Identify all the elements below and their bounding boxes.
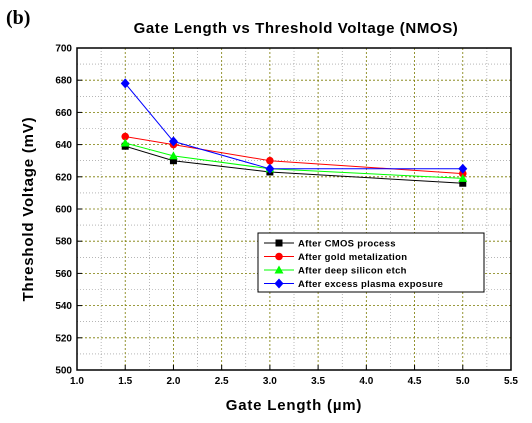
legend-box — [257, 232, 485, 293]
data-point — [266, 156, 274, 165]
legend-label: After CMOS process — [298, 239, 396, 250]
x-tick-label: 4.5 — [408, 376, 422, 387]
data-point — [168, 151, 178, 160]
y-tick-label: 620 — [55, 172, 72, 183]
data-point — [459, 179, 467, 187]
series-line — [125, 145, 463, 184]
data-point — [458, 163, 468, 174]
legend-label: After deep silicon etch — [298, 266, 407, 277]
series-line — [125, 142, 463, 179]
x-tick-label: 3.5 — [311, 376, 325, 387]
legend-entry: After gold metalization — [264, 252, 407, 263]
x-tick-label: 2.5 — [215, 376, 229, 387]
y-tick-label: 500 — [55, 366, 72, 377]
y-tick-label: 680 — [55, 76, 72, 87]
series-line — [124, 83, 463, 170]
data-point — [168, 136, 178, 147]
legend-marker — [274, 265, 284, 274]
data-point — [169, 157, 177, 165]
data-point — [265, 163, 275, 174]
y-tick-label: 640 — [55, 140, 72, 151]
plot-frame — [76, 47, 512, 371]
legend: After CMOS process After gold metalizatio… — [257, 232, 485, 293]
x-tick-label: 5.0 — [456, 376, 470, 387]
x-tick-label: 2.0 — [166, 376, 180, 387]
panel-label: (b) — [6, 7, 30, 29]
y-tick-label: 600 — [55, 205, 72, 216]
legend-label: After excess plasma exposure — [298, 279, 443, 290]
legend-entry: After deep silicon etch — [264, 265, 407, 277]
y-tick-label: 520 — [55, 333, 72, 344]
legend-entry: After excess plasma exposure — [264, 278, 443, 290]
x-tick-label: 3.0 — [263, 376, 277, 387]
axis-ticks: 1.0 1.5 2.0 2.5 3.0 3.5 4.0 4.5 5.0 5.5 500 520 540 5… — [55, 44, 518, 388]
legend-marker — [275, 252, 283, 261]
series-4 — [120, 78, 468, 174]
legend-marker — [275, 239, 283, 247]
data-series — [120, 78, 468, 187]
x-tick-label: 4.0 — [359, 376, 373, 387]
x-tick-label: 1.5 — [118, 376, 132, 387]
y-tick-label: 660 — [55, 108, 72, 119]
y-tick-label: 580 — [55, 237, 72, 248]
series-line — [125, 136, 463, 175]
legend-entry: After CMOS process — [264, 239, 396, 250]
chart-title: Gate Length vs Threshold Voltage (NMOS) — [134, 20, 459, 37]
data-point — [120, 138, 130, 147]
data-point — [121, 132, 130, 141]
y-axis-title: Threshold Voltage (mV) — [20, 117, 37, 302]
y-tick-label: 700 — [55, 44, 72, 55]
legend-label: After gold metalization — [298, 252, 407, 263]
y-tick-label: 540 — [55, 301, 72, 312]
data-point — [120, 78, 130, 89]
x-tick-label: 5.5 — [504, 376, 518, 387]
y-tick-label: 560 — [55, 269, 72, 280]
data-point — [458, 173, 468, 182]
x-tick-label: 1.0 — [70, 376, 84, 387]
legend-marker — [274, 278, 284, 289]
x-axis-title: Gate Length (µm) — [226, 397, 362, 414]
